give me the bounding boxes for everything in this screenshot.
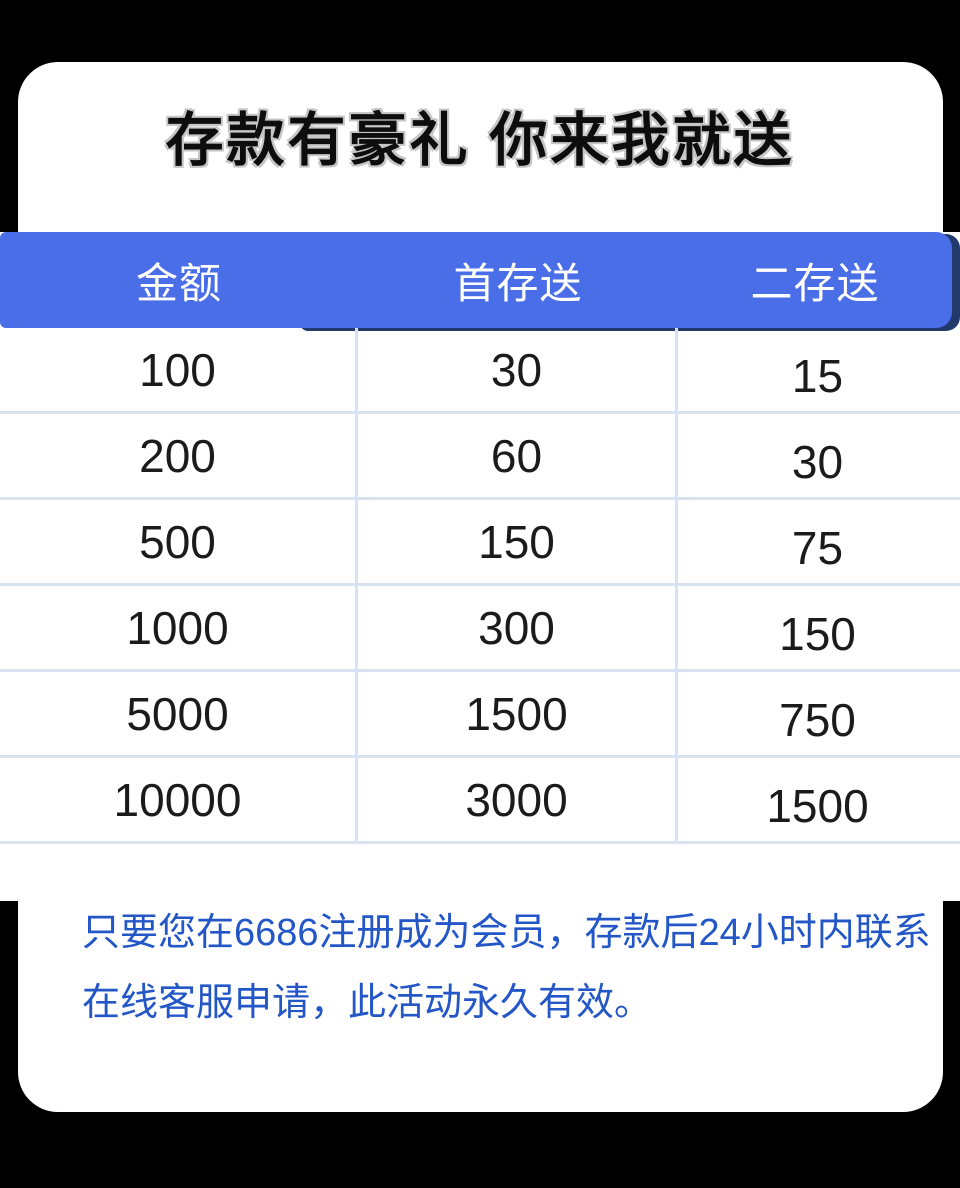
second-bonus-cell: 1500 (766, 780, 869, 832)
table-row: 10000 3000 1500 (0, 758, 960, 844)
first-bonus-cell: 150 (358, 500, 678, 583)
table-band (0, 232, 960, 901)
column-header-second-deposit-bonus: 二存送 (750, 259, 880, 307)
table-row: 5000 1500 750 (0, 672, 960, 758)
promo-terms-line-1: 只要您在6686注册成为会员，存款后24小时内联系 (82, 912, 931, 954)
second-bonus-cell: 750 (779, 694, 856, 746)
amount-cell: 100 (0, 328, 358, 411)
first-bonus-cell: 300 (358, 586, 678, 669)
second-bonus-cell: 75 (791, 522, 844, 574)
amount-cell: 10000 (0, 758, 358, 841)
bonus-table: 100 30 15 200 60 30 500 150 75 1000 300 … (0, 328, 960, 844)
second-bonus-cell: 30 (791, 436, 844, 488)
promo-terms-line-2: 在线客服申请，此活动永久有效。 (82, 982, 653, 1024)
promo-terms: 只要您在6686注册成为会员，存款后24小时内联系 在线客服申请，此活动永久有效… (82, 898, 931, 1038)
page-title: 存款有豪礼 你来我就送 (165, 108, 795, 173)
amount-cell: 5000 (0, 672, 358, 755)
first-bonus-cell: 60 (358, 414, 678, 497)
first-bonus-cell: 30 (358, 328, 678, 411)
amount-cell: 1000 (0, 586, 358, 669)
table-row: 200 60 30 (0, 414, 960, 500)
column-header-amount: 金额 (135, 259, 222, 307)
column-header-first-deposit-bonus: 首存送 (453, 259, 583, 307)
table-row: 1000 300 150 (0, 586, 960, 672)
first-bonus-cell: 1500 (358, 672, 678, 755)
table-row: 100 30 15 (0, 328, 960, 414)
amount-cell: 200 (0, 414, 358, 497)
second-bonus-cell: 15 (791, 350, 844, 402)
table-header-row: 金额 首存送 二存送 (0, 232, 952, 328)
table-row: 500 150 75 (0, 500, 960, 586)
second-bonus-cell: 150 (779, 608, 856, 660)
first-bonus-cell: 3000 (358, 758, 678, 841)
amount-cell: 500 (0, 500, 358, 583)
